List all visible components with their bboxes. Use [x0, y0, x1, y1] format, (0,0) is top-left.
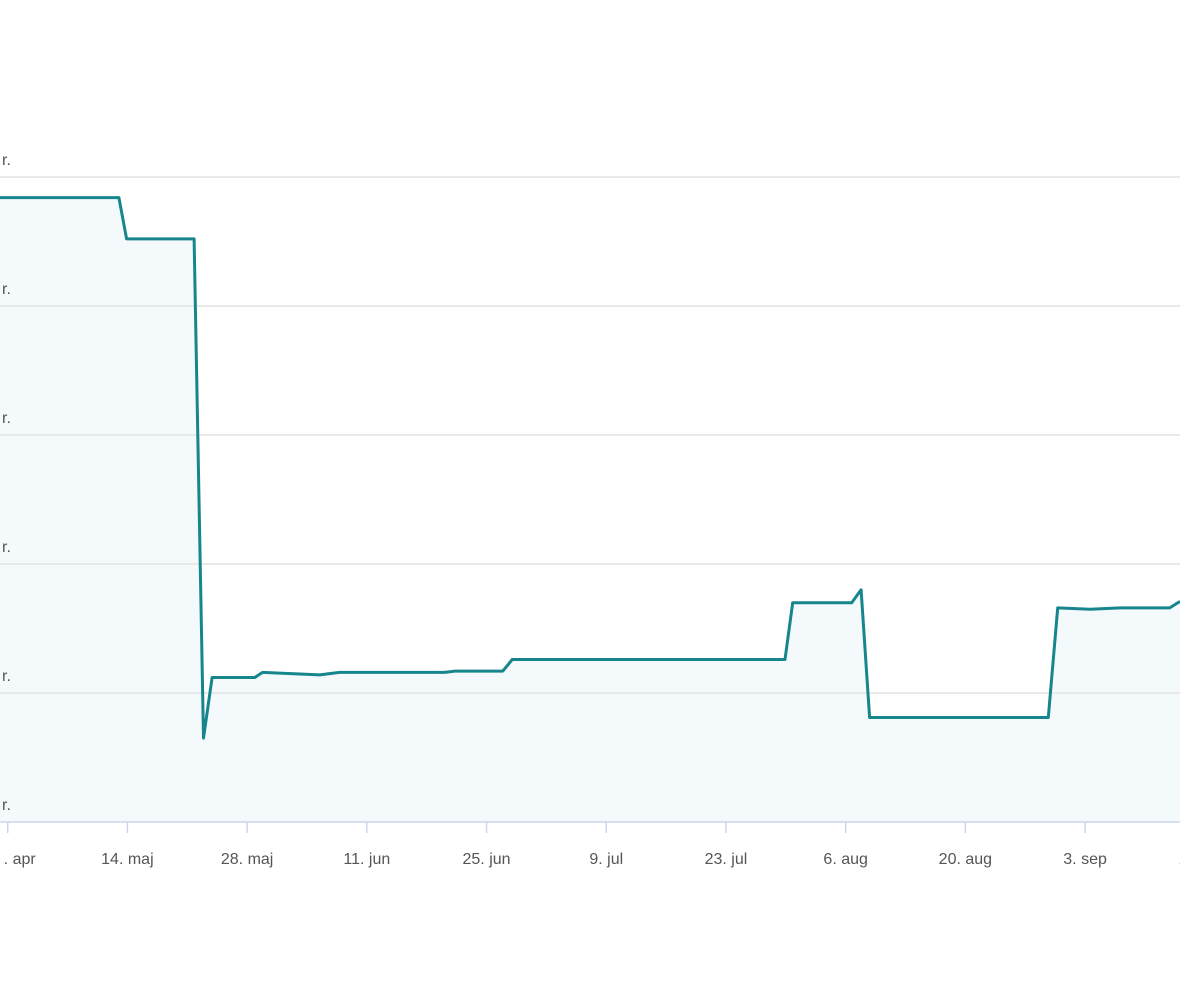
x-tick-label: 9. jul [589, 851, 623, 868]
x-tick-label: 28. maj [221, 851, 273, 868]
line [0, 196, 1180, 740]
x-tick-label: 20. aug [939, 851, 992, 868]
y-tick-label: r. [2, 797, 11, 814]
x-tick-label: 6. aug [823, 851, 867, 868]
x-tick-label: 3. sep [1063, 851, 1107, 868]
y-tick-label: r. [2, 668, 11, 685]
y-tick-label: r. [2, 152, 11, 169]
y-tick-label: r. [2, 281, 11, 298]
x-tick-label: 11. jun [343, 851, 390, 868]
x-tick-label: 17. sep [1179, 851, 1180, 868]
x-tick-label: 23. jul [705, 851, 748, 868]
x-tick-label: . apr [4, 851, 37, 868]
x-tick-label: 14. maj [101, 851, 153, 868]
x-tick-label: 25. jun [463, 851, 511, 868]
y-tick-label: r. [2, 410, 11, 427]
area [0, 197, 1180, 823]
y-tick-label: r. [2, 539, 11, 556]
